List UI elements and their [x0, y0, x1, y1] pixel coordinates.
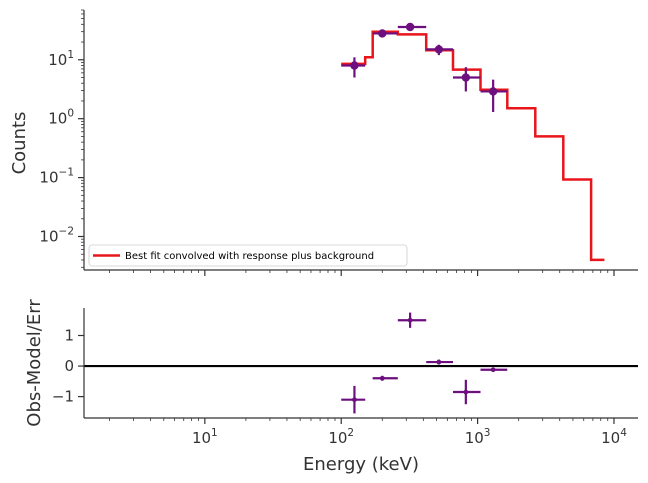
legend-label: Best fit convolved with response plus ba…: [125, 251, 374, 262]
residual-points: [341, 312, 508, 414]
data-marker: [405, 22, 415, 32]
counts-y-tick-label: 101: [48, 49, 74, 69]
counts-axes: 10−2 10−1 100 101: [39, 9, 638, 276]
data-point: [372, 29, 398, 38]
data-marker: [378, 29, 387, 38]
residuals-y-label: Obs-Model/Err: [24, 299, 45, 427]
data-marker: [350, 61, 359, 70]
model-step-line: [341, 30, 605, 262]
counts-panel: 10−2 10−1 100 101 Counts Best fit convolved…: [9, 9, 638, 276]
x-tick-label: 103: [465, 427, 491, 447]
residuals-panel: 101 102 103 104 −1 0 1 Obs-Model/Err Energy (k…: [24, 299, 638, 475]
residual-marker: [490, 367, 496, 373]
x-tick-label: 102: [328, 427, 354, 447]
residual-point: [480, 367, 508, 373]
data-point: [480, 79, 508, 112]
legend: Best fit convolved with response plus ba…: [88, 244, 408, 267]
residuals-axes: 101 102 103 104 −1 0 1: [52, 308, 638, 447]
data-point: [397, 22, 427, 32]
residual-marker: [463, 389, 469, 395]
residual-point: [426, 359, 453, 365]
residual-point: [397, 312, 427, 328]
residual-point: [372, 375, 398, 381]
residual-marker: [352, 397, 357, 403]
counts-y-label: Counts: [9, 112, 30, 175]
counts-y-tick-label: 10−1: [39, 167, 74, 187]
x-axis-label: Energy (keV): [303, 454, 419, 475]
data-marker: [434, 45, 444, 54]
data-point: [341, 57, 366, 78]
residual-marker: [436, 359, 442, 365]
residuals-y-tick-label: −1: [52, 388, 74, 406]
data-points: [341, 22, 508, 112]
data-point: [452, 67, 481, 92]
x-tick-label: 101: [192, 427, 218, 447]
residual-point: [341, 385, 366, 414]
x-tick-label: 104: [601, 427, 627, 447]
data-point: [426, 44, 453, 56]
model-step-path: [341, 30, 605, 262]
data-marker: [488, 87, 498, 96]
counts-y-tick-label: 100: [48, 108, 74, 128]
residual-marker: [407, 317, 413, 323]
residuals-y-tick-label: 0: [64, 357, 74, 375]
residual-point: [452, 379, 481, 405]
data-marker: [461, 73, 471, 82]
counts-y-tick-label: 10−2: [39, 226, 74, 246]
residual-marker: [379, 375, 385, 381]
legend-box: [88, 244, 408, 267]
residuals-y-tick-label: 1: [64, 327, 74, 345]
